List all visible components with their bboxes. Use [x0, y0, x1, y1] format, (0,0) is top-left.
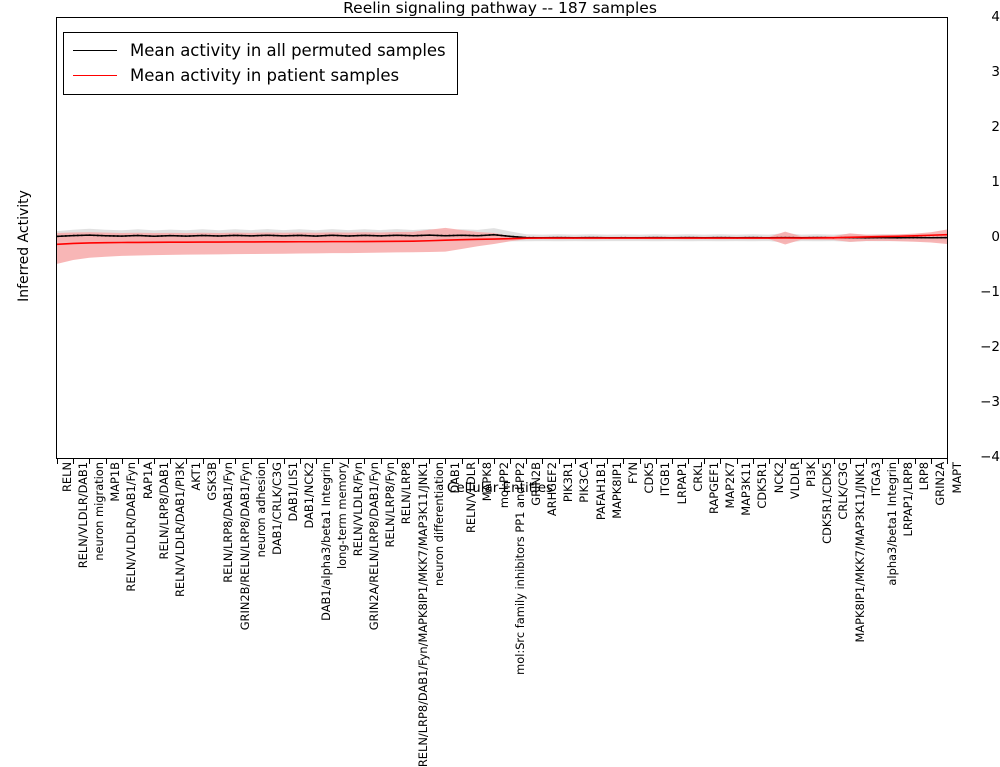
x-tick-mark: [882, 459, 884, 464]
x-tick-mark: [914, 459, 916, 464]
x-tick-label: long-term memory: [334, 462, 349, 569]
x-tick-label: LRPAP1/LRP8: [901, 462, 916, 537]
x-tick-label: RELN/VLDLR/Fyn: [350, 462, 365, 557]
x-tick-label: RELN/VLDLR: [464, 462, 479, 533]
x-tick-mark: [785, 459, 787, 464]
x-tick-label: RELN/LRP8/Fyn: [383, 462, 398, 548]
chart-title: Reelin signaling pathway -- 187 samples: [343, 0, 657, 17]
x-tick-label: RELN/LRP8/DAB1: [156, 462, 171, 560]
x-tick-mark: [218, 459, 220, 464]
x-tick-mark: [655, 459, 657, 464]
plot-canvas: [57, 227, 947, 264]
x-tick-mark: [833, 459, 835, 464]
legend: Mean activity in all permuted samples Me…: [63, 32, 458, 95]
x-tick-mark: [380, 459, 382, 464]
y-tick-label: 1: [991, 174, 1000, 190]
y-tick-label: 0: [991, 229, 1000, 245]
x-tick-label: neuron migration: [91, 462, 106, 561]
x-tick-mark: [801, 459, 803, 464]
x-tick-mark: [866, 459, 868, 464]
x-tick-label: neuron adhesion: [253, 462, 268, 558]
x-tick-mark: [720, 459, 722, 464]
y-tick-label: −1: [980, 284, 1000, 300]
y-tick-label: 2: [991, 119, 1000, 135]
legend-label-permuted: Mean activity in all permuted samples: [130, 41, 446, 60]
permuted-mean-line-dotted: [57, 233, 947, 239]
x-tick-mark: [105, 459, 107, 464]
x-tick-mark: [898, 459, 900, 464]
legend-swatch-permuted-icon: [73, 50, 117, 51]
x-tick-mark: [267, 459, 269, 464]
x-tick-label: DAB1/CRLK/C3G: [269, 462, 284, 555]
patient-confidence-band: [57, 227, 947, 264]
x-tick-mark: [154, 459, 156, 464]
legend-entry-permuted: Mean activity in all permuted samples: [73, 38, 446, 63]
x-tick-mark: [639, 459, 641, 464]
x-tick-mark: [413, 459, 414, 464]
x-tick-mark: [542, 459, 544, 464]
x-tick-mark: [332, 459, 334, 464]
x-tick-mark: [186, 459, 188, 464]
x-tick-mark: [510, 459, 512, 464]
x-tick-mark: [445, 459, 447, 464]
x-tick-mark: [736, 459, 738, 464]
x-tick-mark: [849, 459, 851, 464]
x-tick-mark: [558, 459, 560, 464]
x-tick-mark: [671, 459, 673, 464]
x-tick-mark: [121, 459, 123, 464]
y-tick-label: 3: [991, 64, 1000, 80]
x-tick-mark: [752, 459, 754, 464]
x-tick-label: CDK5R1/CDK5: [820, 462, 835, 544]
x-axis-label: Cellular Entities: [446, 480, 554, 496]
x-tick-mark: [57, 459, 58, 464]
x-tick-label: RELN/VLDLR/DAB1: [75, 462, 90, 569]
x-tick-mark: [315, 459, 317, 464]
x-tick-mark: [89, 459, 91, 464]
x-tick-mark: [477, 459, 479, 464]
x-tick-mark: [688, 459, 690, 464]
patient-mean-line: [57, 233, 947, 246]
x-tick-label: RELN/LRP8/DAB1/Fyn/MAPK8IP1/MKK7/MAP3K11…: [415, 462, 430, 767]
y-tick-label: −2: [980, 339, 1000, 355]
chart-root: Reelin signaling pathway -- 187 samples …: [16, 0, 1000, 767]
y-tick-label: −3: [980, 394, 1000, 410]
y-tick-label: 4: [991, 9, 1000, 25]
x-tick-mark: [299, 459, 301, 464]
x-tick-mark: [348, 459, 350, 464]
y-axis-label: Inferred Activity: [16, 190, 32, 302]
legend-swatch-patient-icon: [73, 75, 117, 76]
x-tick-mark: [202, 459, 204, 464]
x-tick-mark: [930, 459, 932, 464]
x-tick-mark: [947, 459, 948, 464]
x-tick-mark: [574, 459, 576, 464]
x-tick-mark: [73, 459, 75, 464]
x-tick-mark: [461, 459, 463, 464]
x-tick-mark: [251, 459, 253, 464]
x-tick-mark: [704, 459, 706, 464]
x-tick-mark: [591, 459, 592, 464]
x-tick-mark: [429, 459, 431, 464]
x-tick-mark: [137, 459, 139, 464]
x-tick-mark: [607, 459, 609, 464]
x-tick-mark: [235, 459, 236, 464]
legend-entry-patient: Mean activity in patient samples: [73, 63, 446, 88]
x-tick-mark: [364, 459, 366, 464]
x-tick-mark: [493, 459, 495, 464]
legend-label-patient: Mean activity in patient samples: [130, 66, 400, 85]
x-tick-mark: [623, 459, 625, 464]
y-tick-label: −4: [980, 449, 1000, 465]
x-tick-mark: [170, 459, 172, 464]
x-tick-mark: [817, 459, 819, 464]
x-tick-mark: [526, 459, 528, 464]
x-tick-mark: [396, 459, 398, 464]
x-tick-mark: [769, 459, 770, 464]
x-tick-mark: [283, 459, 285, 464]
